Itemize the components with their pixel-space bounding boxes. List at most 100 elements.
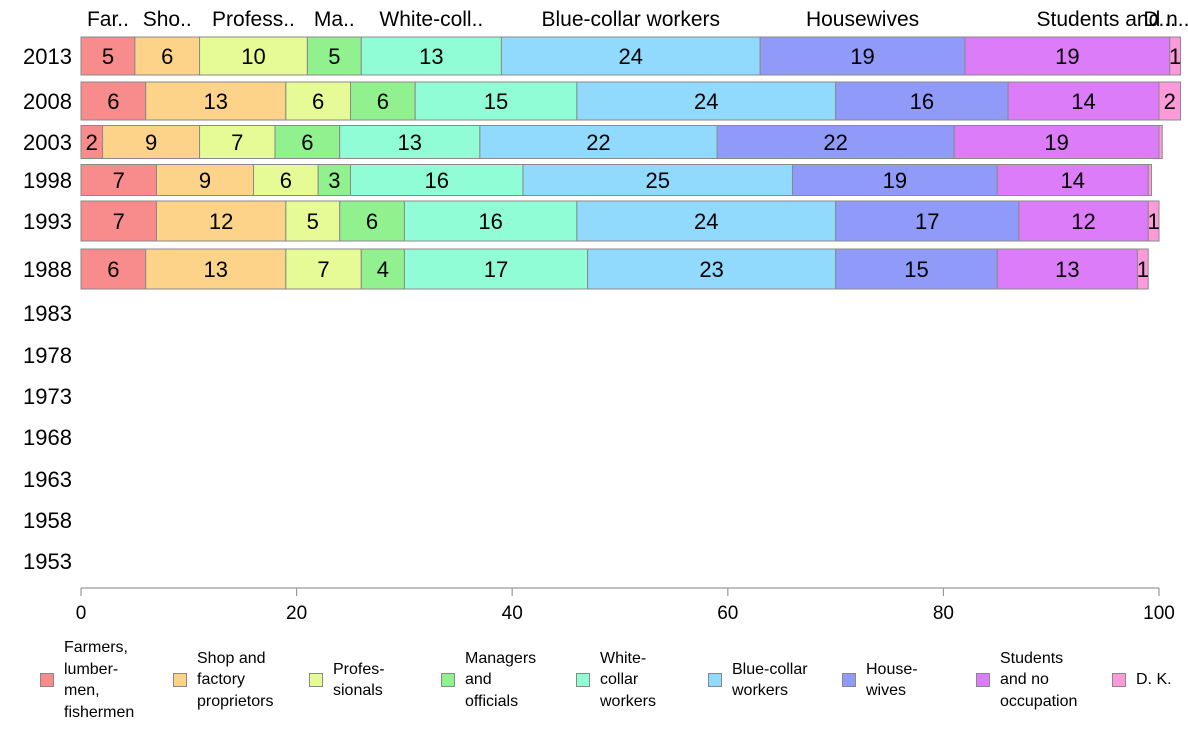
- data-label: 1: [1169, 44, 1181, 69]
- bar-segment: [1147, 200, 1160, 242]
- year-label: 2013: [23, 44, 72, 69]
- data-label: 2: [86, 130, 98, 155]
- bar-segment: [403, 248, 589, 290]
- data-label: 23: [699, 257, 723, 282]
- bar-segment: [360, 36, 502, 76]
- legend-item: Farmers, lumber- men, fishermen: [40, 639, 135, 721]
- legend-label: Farmers, lumber- men, fishermen: [64, 639, 135, 721]
- data-label: 6: [107, 89, 119, 114]
- data-label: 19: [1044, 130, 1068, 155]
- legend-label: Profes- sionals: [333, 660, 385, 700]
- data-label: 14: [1061, 168, 1085, 193]
- legend-label: Managers and officials: [465, 649, 537, 710]
- data-label: 7: [317, 257, 329, 282]
- column-header: Far..: [87, 8, 129, 31]
- data-label: 3: [328, 168, 340, 193]
- x-tick-label: 100: [1143, 603, 1175, 624]
- data-label: 6: [161, 44, 173, 69]
- data-label: 22: [823, 130, 847, 155]
- bar-segment: [835, 248, 998, 290]
- x-tick-label: 40: [502, 603, 523, 624]
- column-header: Students and n..: [1037, 8, 1188, 31]
- data-label: 7: [113, 209, 125, 234]
- column-header: D...: [1143, 8, 1176, 31]
- year-label: 1988: [23, 257, 72, 282]
- bar-segment: [1169, 36, 1182, 76]
- year-label: 1973: [23, 384, 72, 409]
- data-label: 10: [241, 44, 265, 69]
- column-header: Sho..: [143, 8, 192, 31]
- bar-segment: [134, 36, 201, 76]
- bar-segment: [996, 164, 1149, 196]
- data-label: 6: [312, 89, 324, 114]
- bar-segment: [145, 248, 287, 290]
- bar-segment: [964, 36, 1171, 76]
- legend-label: Shop and factory proprietors: [197, 649, 274, 710]
- year-label: 1998: [23, 168, 72, 193]
- data-label: 1: [1137, 257, 1149, 282]
- data-label: 24: [694, 89, 718, 114]
- data-label: 9: [199, 168, 211, 193]
- legend-label: Students and no occupation: [1000, 649, 1078, 710]
- data-label: 25: [645, 168, 669, 193]
- x-tick-label: 0: [76, 603, 87, 624]
- bar-segment: [716, 125, 955, 159]
- bar-segment: [576, 200, 837, 242]
- x-tick-label: 20: [286, 603, 307, 624]
- legend-swatch: [708, 673, 722, 687]
- legend-item: Shop and factory proprietors: [173, 640, 273, 720]
- year-label: 1953: [23, 549, 72, 574]
- bar-segment: [1018, 200, 1149, 242]
- data-label: 16: [424, 168, 448, 193]
- column-header: Housewives: [806, 8, 919, 31]
- bar-segment: [500, 36, 761, 76]
- x-tick-label: 80: [933, 603, 954, 624]
- data-label: 13: [204, 257, 228, 282]
- legend-swatch: [976, 673, 990, 687]
- data-label: 22: [586, 130, 610, 155]
- bar-segment: [80, 81, 147, 121]
- bar-segment: [199, 125, 276, 159]
- bar-segment: [80, 248, 147, 290]
- bar-segment: [953, 125, 1160, 159]
- bar-segment: [80, 36, 136, 76]
- legend-item: Students and no occupation: [976, 640, 1077, 720]
- data-label: 7: [113, 168, 125, 193]
- data-label: 6: [280, 168, 292, 193]
- bar-segment: [285, 248, 362, 290]
- year-label: 1983: [23, 301, 72, 326]
- data-label: 2: [1164, 89, 1176, 114]
- legend-label: White- collar workers: [600, 649, 657, 710]
- year-label: 1978: [23, 343, 72, 368]
- year-label: 2008: [23, 89, 72, 114]
- data-label: 15: [484, 89, 508, 114]
- column-header: Ma..: [314, 8, 355, 31]
- legend-label: D. K.: [1136, 671, 1172, 689]
- year-label: 1968: [23, 425, 72, 450]
- bar-segment: [317, 164, 352, 196]
- bar-segment: [587, 248, 837, 290]
- data-label: 12: [209, 209, 233, 234]
- column-header: Profess..: [212, 8, 295, 31]
- legend-swatch: [441, 673, 455, 687]
- legend-label: Blue-collar workers: [732, 660, 808, 700]
- x-tick-label: 60: [717, 603, 738, 624]
- legend-item: Profes- sionals: [309, 640, 385, 720]
- column-header: White-coll..: [379, 8, 483, 31]
- bar-segment: [791, 164, 998, 196]
- data-label: 15: [904, 257, 928, 282]
- bar-segment: [285, 200, 341, 242]
- legend-label: House- wives: [866, 660, 918, 700]
- bar-segment: [360, 248, 405, 290]
- data-label: 17: [915, 209, 939, 234]
- bar-segment: [1158, 125, 1163, 159]
- bar-segment: [576, 81, 837, 121]
- bar-segment: [835, 81, 1009, 121]
- bar-segment: [403, 200, 578, 242]
- bar-segment: [835, 200, 1020, 242]
- bar-segment: [285, 81, 352, 121]
- data-label: 17: [484, 257, 508, 282]
- legend-swatch: [576, 673, 590, 687]
- data-label: 24: [694, 209, 718, 234]
- year-label: 2003: [23, 130, 72, 155]
